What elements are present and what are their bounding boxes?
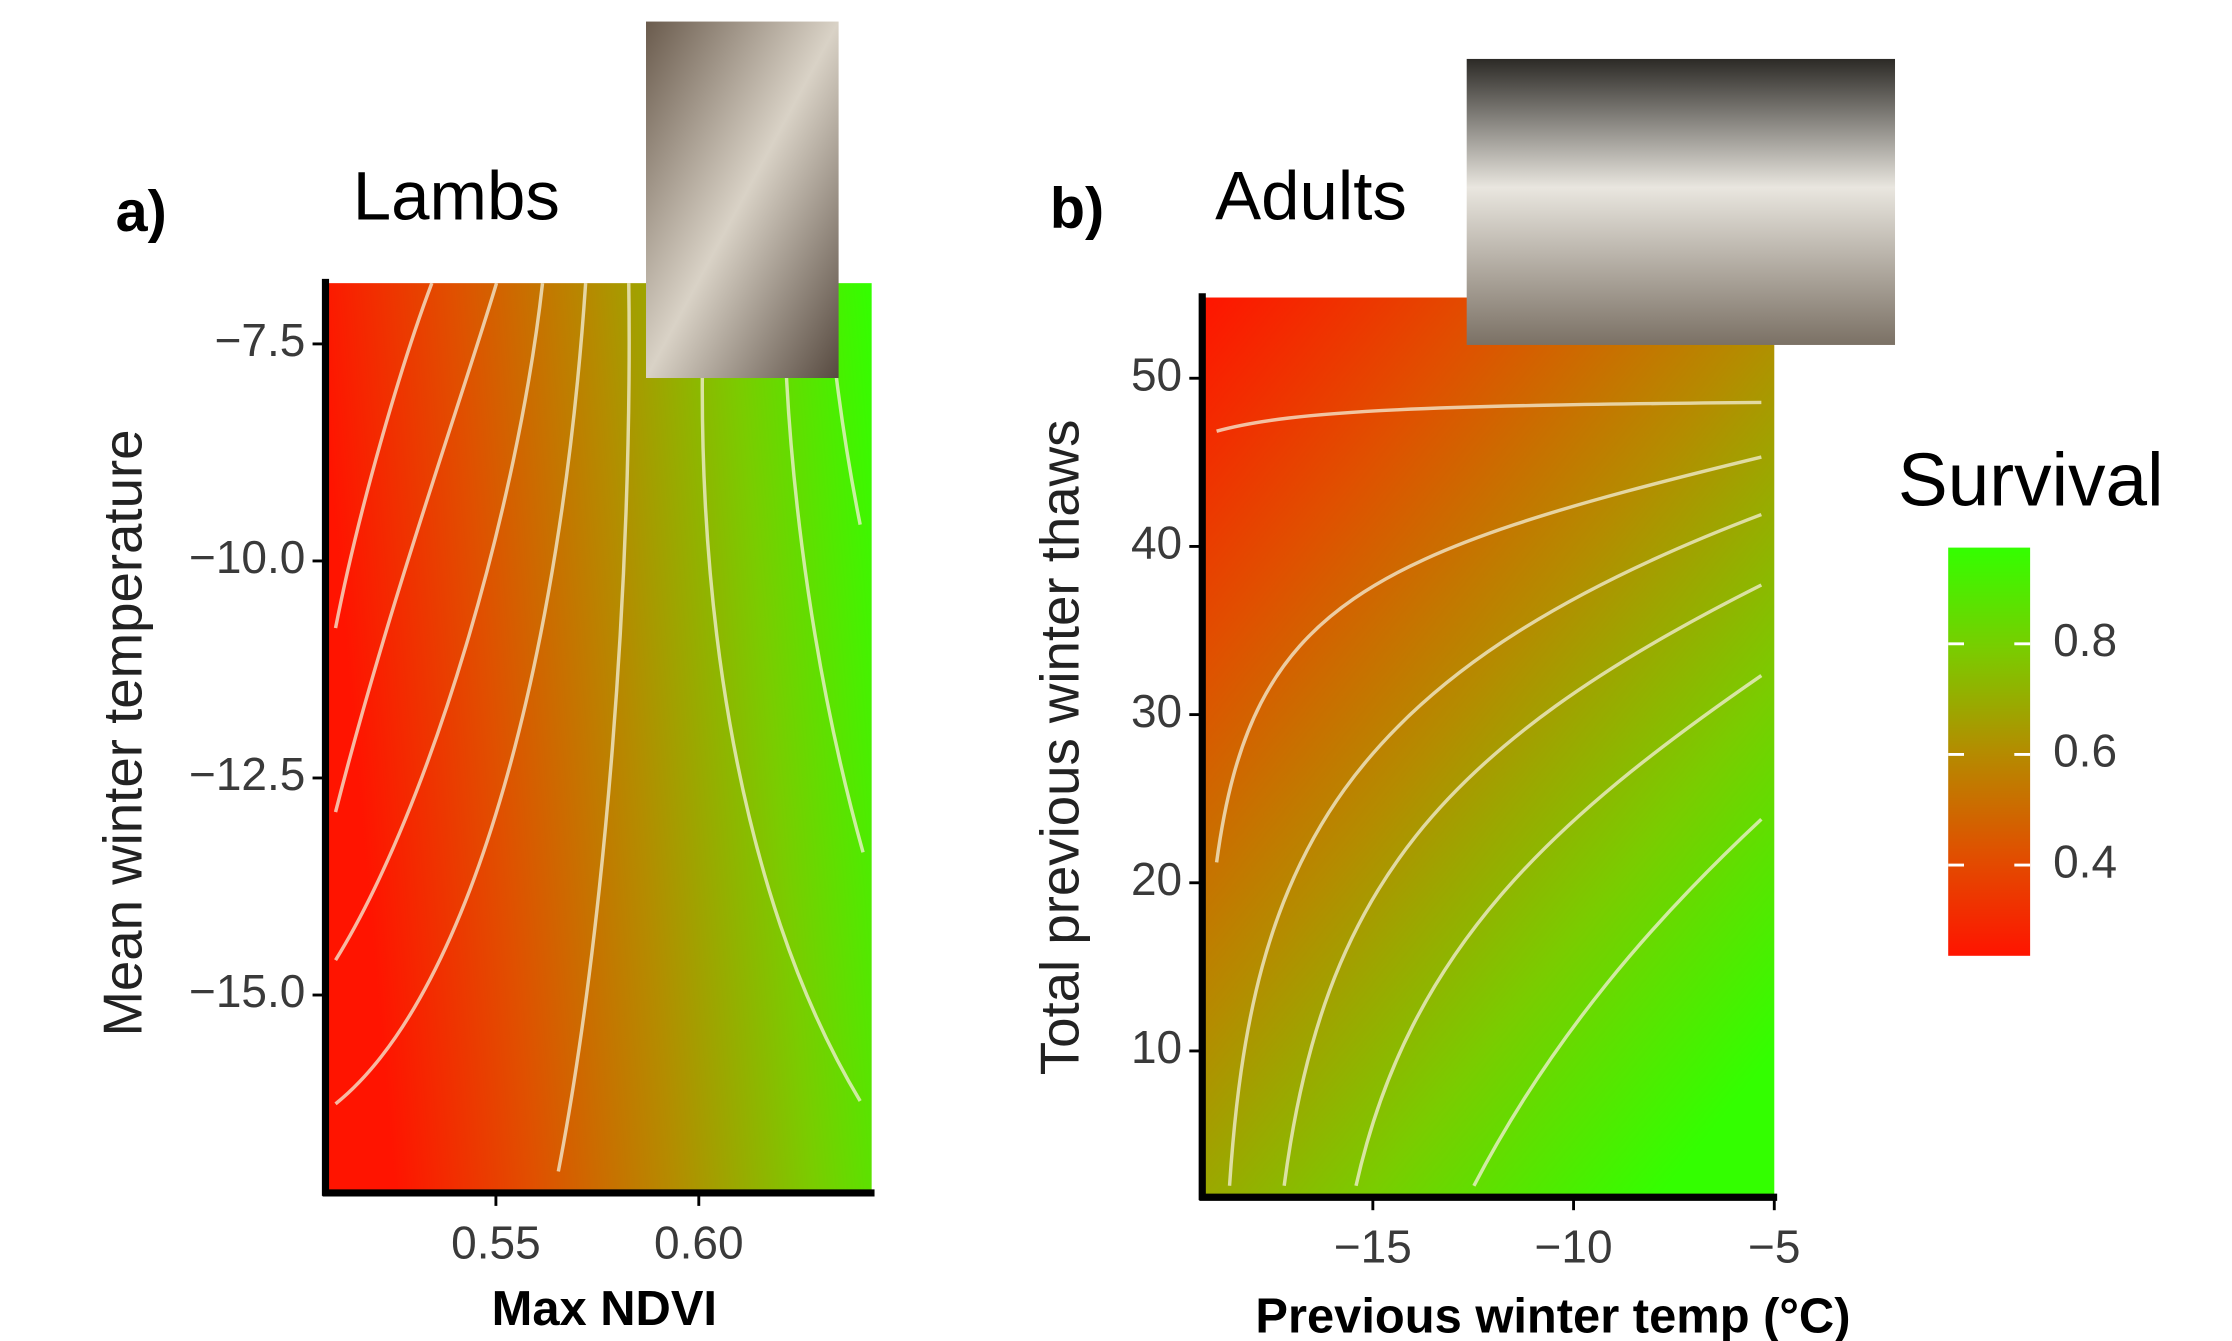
y-axis-label: Mean winter temperature: [93, 429, 154, 1036]
y-tick-label: −10.0: [189, 531, 305, 583]
y-tick-label: 40: [1131, 517, 1182, 569]
colorbar-tick-label: 0.6: [2053, 725, 2117, 777]
colorbar-tick-label: 0.8: [2053, 614, 2117, 666]
x-tick-label: −15: [1334, 1221, 1412, 1273]
x-axis-label: Previous winter temp (°C): [1255, 1289, 1850, 1341]
lamb-photo: [646, 22, 839, 378]
panel-title: Lambs: [353, 157, 560, 234]
y-tick-label: 50: [1131, 348, 1182, 400]
y-axis-label: Total previous winter thaws: [1030, 420, 1091, 1076]
y-tick-label: 10: [1131, 1021, 1182, 1073]
adult-photo: [1467, 59, 1895, 345]
x-tick-label: 0.55: [451, 1216, 540, 1268]
panel-title: Adults: [1215, 157, 1407, 234]
x-tick-label: 0.60: [654, 1216, 744, 1268]
y-tick-label: 30: [1131, 685, 1182, 737]
colorbar-tick-label: 0.4: [2053, 835, 2117, 887]
y-tick-label: −7.5: [215, 314, 306, 366]
y-tick-label: −12.5: [189, 748, 305, 800]
y-tick-label: 20: [1131, 853, 1182, 905]
panel-label: b): [1050, 177, 1104, 241]
x-tick-label: −10: [1535, 1221, 1613, 1273]
colorbar: [1948, 548, 2030, 956]
y-tick-label: −15.0: [189, 965, 305, 1017]
x-tick-label: −5: [1748, 1221, 1800, 1273]
figure: a) Lambs b) Adults Max NDVI Previous win…: [0, 0, 2232, 1341]
legend-title: Survival: [1898, 438, 2164, 522]
x-axis-label: Max NDVI: [492, 1282, 717, 1336]
panel-label: a): [116, 180, 167, 244]
heatmap: [1202, 298, 1774, 1198]
